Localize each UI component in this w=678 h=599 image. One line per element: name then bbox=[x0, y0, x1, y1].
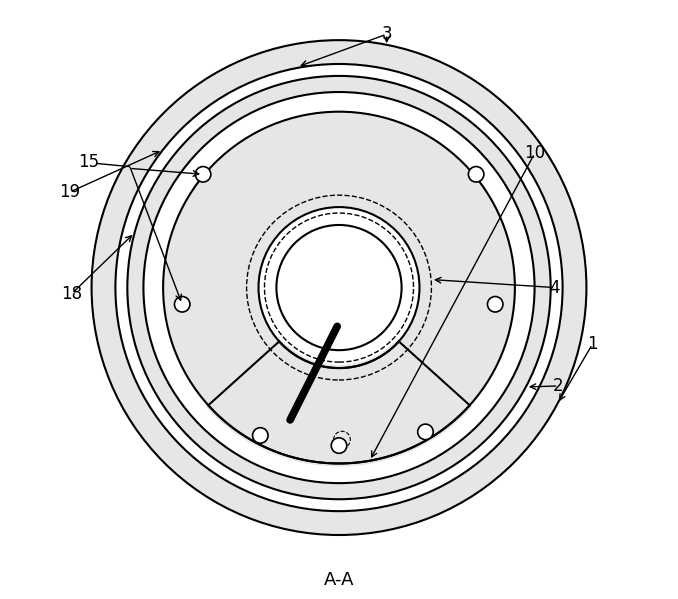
Text: A-A: A-A bbox=[324, 571, 354, 589]
Circle shape bbox=[258, 207, 420, 368]
Text: 4: 4 bbox=[550, 279, 560, 297]
Text: 2: 2 bbox=[553, 377, 563, 395]
Circle shape bbox=[487, 297, 503, 312]
Circle shape bbox=[115, 64, 563, 511]
Circle shape bbox=[127, 76, 551, 499]
Circle shape bbox=[332, 438, 346, 453]
Wedge shape bbox=[206, 340, 472, 467]
Text: 10: 10 bbox=[524, 144, 545, 162]
Circle shape bbox=[163, 111, 515, 464]
Circle shape bbox=[163, 111, 515, 464]
Circle shape bbox=[252, 428, 268, 443]
Circle shape bbox=[277, 225, 401, 350]
Circle shape bbox=[92, 40, 586, 535]
Circle shape bbox=[174, 297, 190, 312]
Circle shape bbox=[418, 424, 433, 440]
Text: 18: 18 bbox=[61, 285, 83, 302]
Text: 3: 3 bbox=[382, 25, 392, 43]
Circle shape bbox=[468, 167, 484, 182]
Circle shape bbox=[144, 92, 534, 483]
Circle shape bbox=[195, 167, 211, 182]
Text: 1: 1 bbox=[587, 335, 598, 353]
Text: 15: 15 bbox=[78, 153, 99, 171]
Text: 19: 19 bbox=[59, 183, 80, 201]
